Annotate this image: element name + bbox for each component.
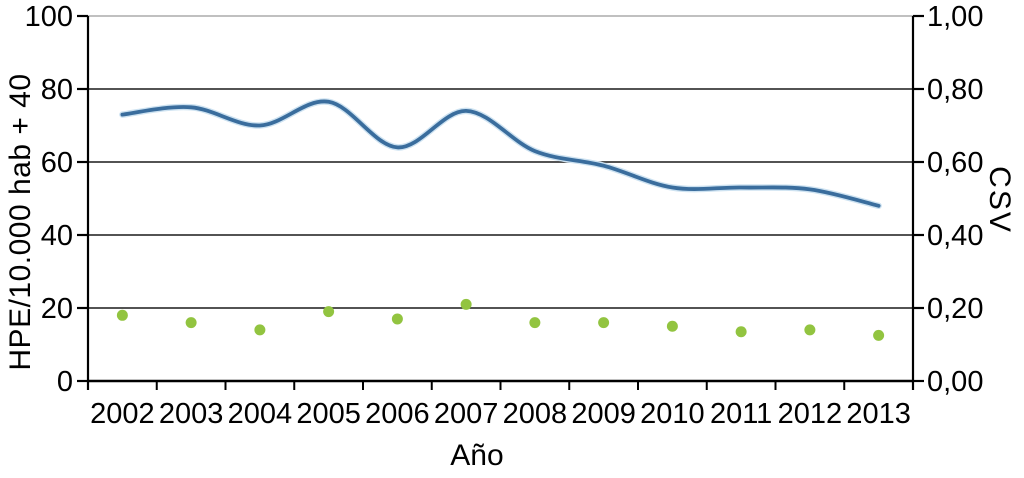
hpe-line-halo (119, 98, 882, 210)
csv-data-point (460, 298, 472, 310)
x-tick-label: 2003 (159, 398, 224, 430)
y-right-tick-label: 0,80 (927, 74, 983, 106)
tick-label-layer: 0 0,00 20 0,20 40 0,40 60 0,60 80 0,80 100 1,00 2002… (25, 1, 984, 430)
x-tick-label: 2002 (90, 398, 155, 430)
csv-data-point (735, 326, 747, 338)
y-left-tick-label: 0 (57, 366, 73, 398)
y-left-tick-label: 80 (41, 74, 73, 106)
x-tick-label: 2012 (778, 398, 843, 430)
y-left-tick-label: 60 (41, 147, 73, 179)
x-tick-label: 2004 (228, 398, 293, 430)
csv-data-point (804, 324, 816, 336)
x-axis-title: Año (450, 439, 503, 472)
x-tick-label: 2005 (296, 398, 361, 430)
axis-layer (77, 14, 924, 390)
hpe-line-series (120, 99, 881, 208)
y-right-tick-label: 0,40 (927, 220, 983, 252)
csv-data-point (116, 309, 128, 321)
csv-data-point (254, 324, 266, 336)
csv-data-point (873, 329, 885, 341)
y-right-tick-label: 0,60 (927, 147, 983, 179)
y-left-tick-label: 20 (41, 293, 73, 325)
y-right-tick-label: 1,00 (927, 1, 983, 33)
x-tick-label: 2013 (846, 398, 911, 430)
y-left-tick-label: 100 (25, 1, 73, 33)
csv-data-point (391, 313, 403, 325)
x-tick-label: 2008 (503, 398, 568, 430)
y-right-axis-title: CSV (983, 166, 1016, 234)
y-right-tick-label: 0,20 (927, 293, 983, 325)
y-left-tick-label: 40 (41, 220, 73, 252)
grid-layer (88, 15, 913, 309)
csv-data-point (598, 317, 610, 329)
x-tick-label: 2006 (365, 398, 430, 430)
x-tick-label: 2011 (710, 398, 772, 430)
x-tick-label: 2007 (434, 398, 499, 430)
y-right-tick-label: 0,00 (927, 366, 983, 398)
csv-data-point (185, 317, 197, 329)
x-tick-label: 2009 (571, 398, 636, 430)
csv-data-point (529, 317, 541, 329)
y-left-axis-title: HPE/10.000 hab + 40 (4, 73, 37, 370)
csv-data-point (323, 306, 335, 318)
x-tick-label: 2010 (640, 398, 705, 430)
series-layer (116, 98, 885, 341)
csv-data-point (666, 320, 678, 332)
